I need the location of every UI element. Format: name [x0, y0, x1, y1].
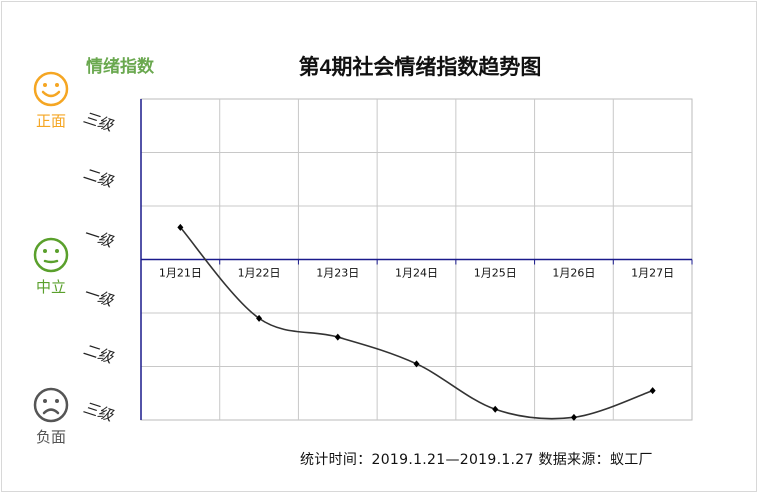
- neutral-indicator: 中立: [29, 236, 73, 297]
- data-point: [570, 413, 577, 421]
- x-tick-label: 1月22日: [238, 267, 281, 280]
- data-point: [177, 223, 184, 231]
- data-point: [492, 405, 499, 413]
- y-axis-title: 情绪指数: [86, 57, 154, 77]
- data-point: [413, 360, 420, 368]
- negative-indicator: 负面: [29, 386, 73, 447]
- negative-label: 负面: [35, 428, 66, 446]
- data-point: [256, 314, 263, 322]
- chart-title-number: 4: [319, 56, 332, 79]
- x-tick-label: 1月26日: [552, 267, 595, 280]
- source-note: 统计时间：2019.1.21—2019.1.27 数据来源：蚁工厂: [300, 452, 653, 468]
- x-tick-label: 1月27日: [631, 267, 674, 280]
- x-tick-label: 1月25日: [474, 267, 517, 280]
- x-tick-label: 1月21日: [159, 267, 202, 280]
- x-tick-label: 1月23日: [316, 267, 359, 280]
- positive-indicator: 正面: [29, 70, 73, 131]
- positive-label: 正面: [35, 112, 66, 130]
- sad-face-icon: [33, 387, 69, 423]
- chart-title-suffix: 期社会情绪指数趋势图: [331, 55, 542, 79]
- data-point: [334, 333, 341, 341]
- neutral-face-icon: [33, 237, 69, 273]
- chart-title: 第4期社会情绪指数趋势图: [260, 51, 580, 81]
- chart-title-prefix: 第: [298, 55, 320, 79]
- neutral-label: 中立: [35, 278, 66, 296]
- x-tick-label: 1月24日: [395, 267, 438, 280]
- smile-icon: [33, 71, 69, 107]
- data-point: [649, 387, 656, 395]
